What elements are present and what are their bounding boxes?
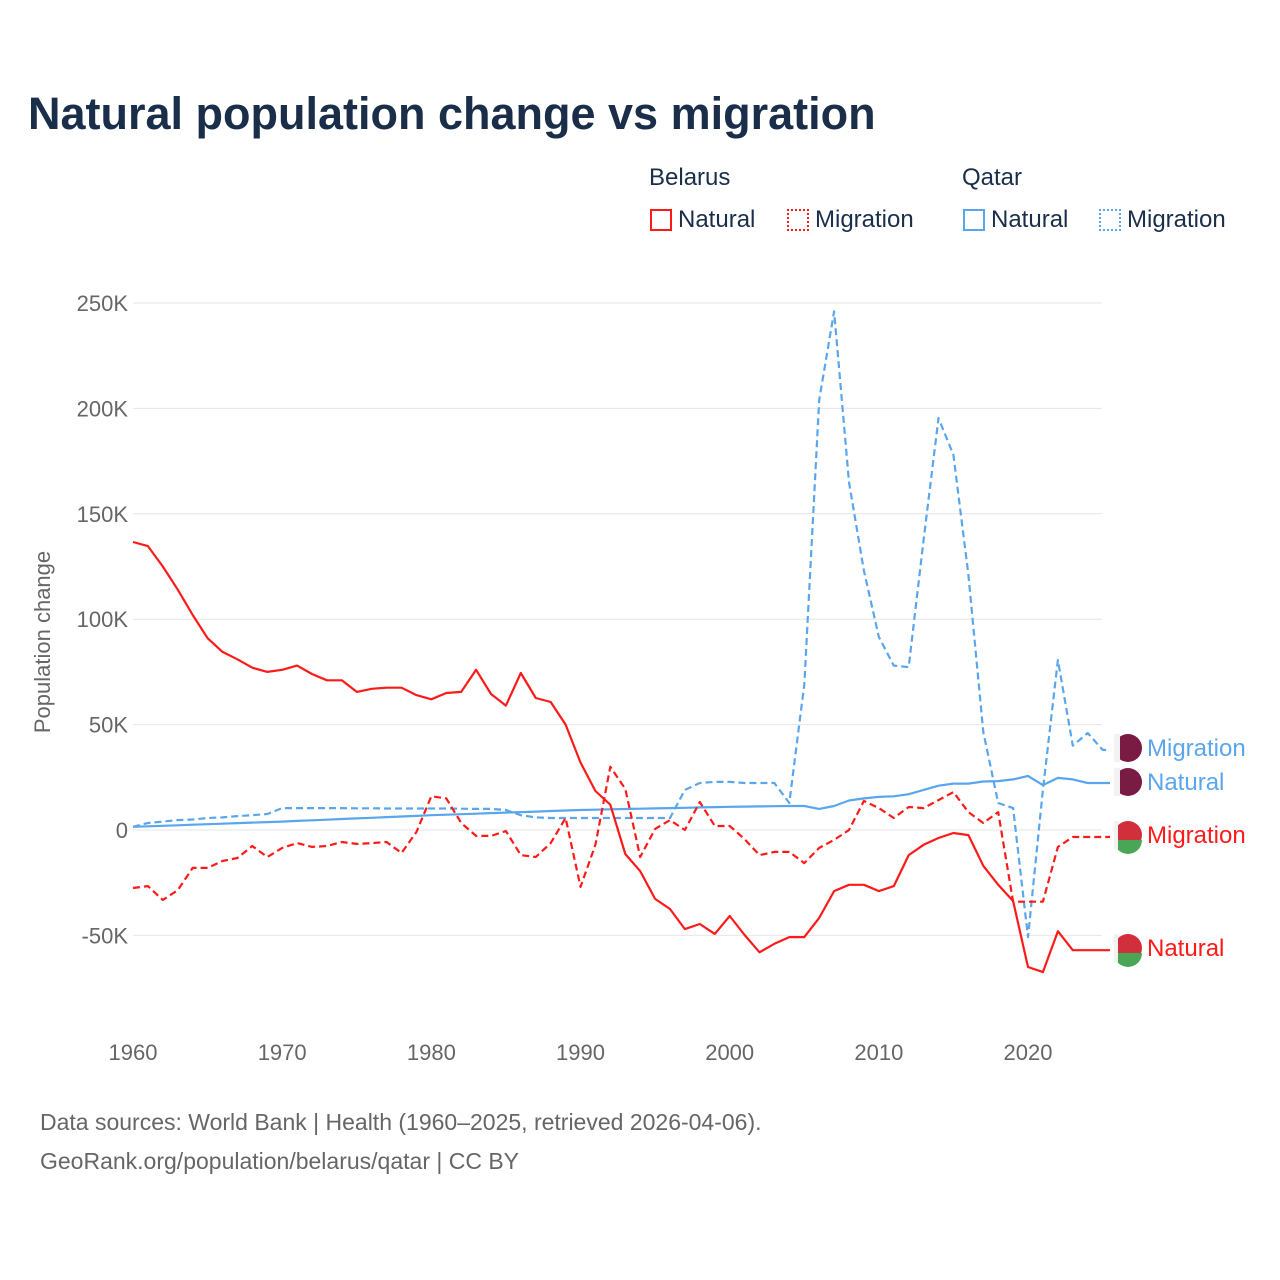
end-label-belarus-migration: Migration: [1147, 822, 1246, 849]
y-tick-label: 200K: [77, 396, 129, 421]
belarus-flag-icon: [1114, 821, 1142, 854]
end-label-belarus-natural: Natural: [1147, 935, 1224, 962]
qatar-flag-icon: [1114, 734, 1142, 762]
legend-swatch-solid-red: [650, 209, 672, 231]
x-tick-label: 1980: [407, 1040, 456, 1065]
legend-qatar-natural[interactable]: Natural: [963, 206, 1068, 234]
x-tick-label: 2020: [1004, 1040, 1053, 1065]
legend-label: Natural: [991, 206, 1069, 233]
y-tick-label: 250K: [77, 291, 129, 316]
y-tick-label: 0: [116, 818, 128, 843]
legend-swatch-dotted-blue: [1099, 209, 1121, 231]
legend-label: Migration: [815, 206, 914, 233]
legend-swatch-dotted-red: [787, 209, 809, 231]
x-tick-label: 1990: [556, 1040, 605, 1065]
legend-swatch-solid-blue: [963, 209, 985, 231]
x-tick-label: 1970: [258, 1040, 307, 1065]
y-tick-label: 50K: [89, 713, 128, 738]
chart-title: Natural population change vs migration: [28, 88, 876, 139]
y-tick-label: -50K: [82, 923, 129, 948]
legend-belarus-migration[interactable]: Migration: [787, 206, 914, 234]
series-line-belarus-natural[interactable]: [132, 540, 1110, 974]
footer-sources: Data sources: World Bank | Health (1960–…: [40, 1109, 762, 1135]
belarus-flag-icon: [1114, 934, 1142, 967]
y-tick-label: 150K: [77, 502, 129, 527]
y-axis-label: Population change: [30, 551, 55, 733]
end-label-qatar-migration: Migration: [1147, 735, 1246, 762]
legend-label: Natural: [678, 206, 756, 233]
series-line-qatar-natural[interactable]: [132, 774, 1110, 828]
y-tick-label: 100K: [77, 607, 129, 632]
x-tick-label: 2000: [705, 1040, 754, 1065]
legend-qatar-migration[interactable]: Migration: [1099, 206, 1226, 234]
legend-group-belarus: Belarus: [649, 164, 731, 191]
x-tick-label: 1960: [109, 1040, 158, 1065]
x-tick-label: 2010: [854, 1040, 903, 1065]
series-line-qatar-migration[interactable]: [132, 310, 1110, 939]
legend-belarus-natural[interactable]: Natural: [650, 206, 755, 234]
legend-label: Migration: [1127, 206, 1226, 233]
legend-group-qatar: Qatar: [962, 164, 1023, 191]
qatar-flag-icon: [1114, 768, 1142, 796]
end-label-qatar-natural: Natural: [1147, 769, 1224, 796]
footer-credit[interactable]: GeoRank.org/population/belarus/qatar | C…: [40, 1148, 520, 1174]
